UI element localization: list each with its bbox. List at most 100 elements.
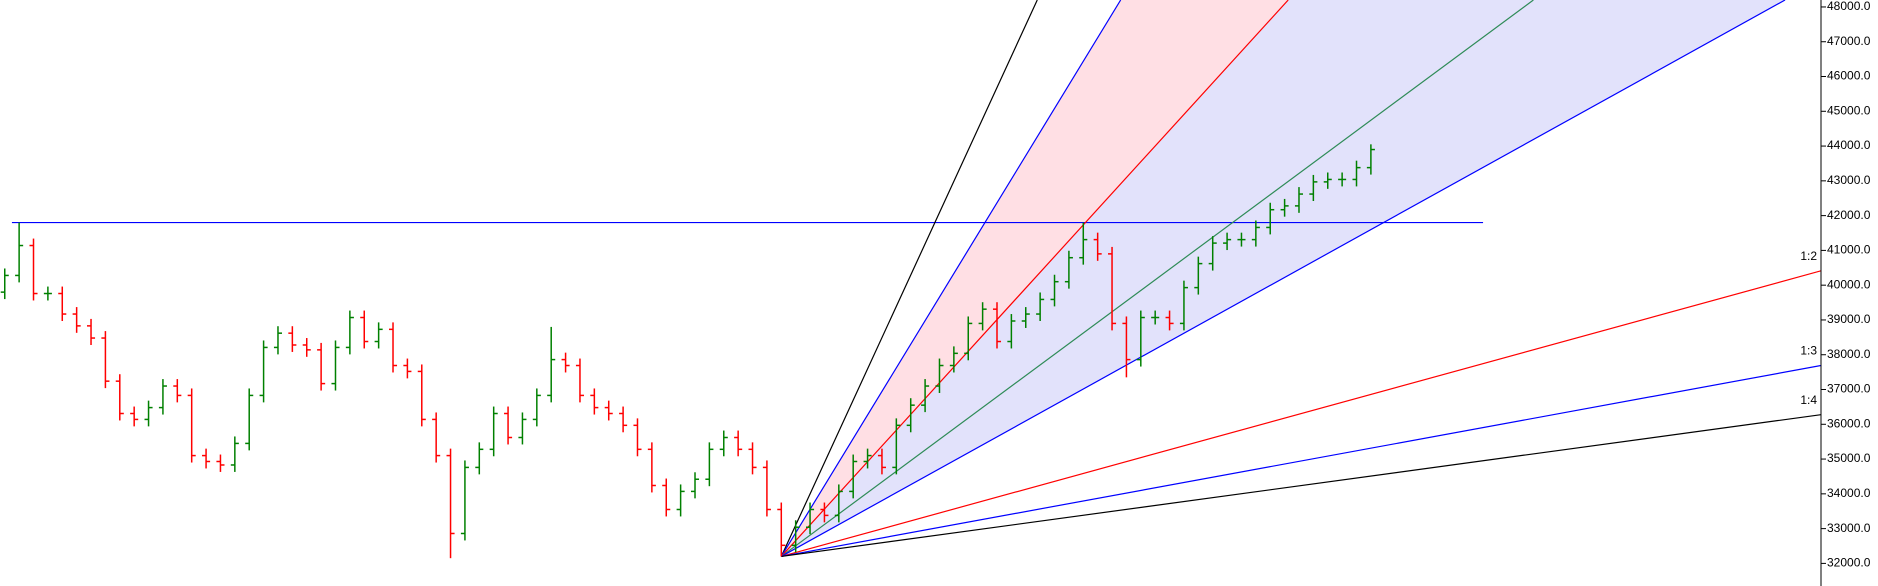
price-bar [273,326,283,355]
price-bar [446,448,455,559]
price-bar [331,340,340,391]
price-bar [777,502,786,557]
price-bar [518,412,527,445]
price-bar [590,388,599,415]
price-bar [806,502,815,535]
price-bar [877,448,886,475]
y-tick-label: 46000.0 [1827,69,1871,83]
price-bar [288,326,297,352]
price-bar [863,448,872,469]
price-bar [1021,307,1030,328]
price-bar [144,400,153,427]
y-tick-label: 37000.0 [1827,382,1871,396]
price-bar [604,400,613,421]
price-bar [216,454,225,472]
price-bar [690,472,700,499]
price-bar [992,302,1002,349]
fan-label: 1:4 [1800,393,1817,407]
price-bar [820,502,829,523]
y-tick-label: 39000.0 [1827,312,1871,326]
price-bar [906,398,915,433]
price-bar [561,352,570,373]
price-bar [1050,274,1059,307]
price-bar [1036,292,1045,321]
price-bar [633,418,642,457]
y-tick-label: 40000.0 [1827,277,1871,291]
price-bar [849,454,858,499]
price-bar [43,286,52,301]
fan-line [781,364,1821,558]
price-bar [949,346,958,373]
fan-line [780,0,1038,557]
price-bar [302,338,311,357]
price-bar [29,238,38,301]
price-bar [259,340,268,403]
price-bar [935,358,944,393]
y-tick-label: 45000.0 [1827,103,1871,117]
price-bar [115,374,124,421]
price-bar [921,379,930,413]
price-bar [834,484,843,523]
y-tick-label: 36000.0 [1827,416,1871,430]
price-bar [547,326,556,403]
price-bar [705,442,714,487]
price-bar [748,442,757,475]
price-bar [978,302,987,331]
y-tick-label: 48000.0 [1827,0,1871,13]
price-bar [245,388,254,451]
price-bar [1251,220,1260,247]
price-bar [87,318,96,345]
price-bar [619,406,628,433]
y-axis: 32000.0 33000.0 34000.0 35000.0 36000.0 37000… [1820,0,1871,586]
price-bar [1280,198,1289,217]
price-bar [417,364,426,427]
price-bar [187,388,196,463]
price-bar [762,460,771,517]
price-bar [892,418,901,475]
price-bar [1108,246,1117,331]
price-bar [647,442,656,493]
price-bar [1266,202,1275,235]
price-bar [432,412,441,463]
y-tick-label: 33000.0 [1827,521,1871,535]
price-bar [1194,256,1203,295]
y-tick-label: 41000.0 [1827,243,1871,257]
price-bar [58,286,67,321]
price-bar [532,388,541,427]
price-bar [1064,250,1073,289]
price-bar [504,406,513,445]
price-bar [345,310,354,355]
price-bar [575,358,584,403]
price-bar [734,430,743,457]
price-bar [1323,172,1332,189]
price-bar [1338,172,1347,187]
price-bar [1309,174,1318,202]
price-bar [101,331,110,389]
fan-line [780,0,1289,557]
price-bar [1122,316,1131,378]
y-tick-label: 32000.0 [1827,556,1871,570]
fan-line [781,270,1821,558]
price-bar [475,442,484,475]
price-bar [374,322,383,349]
price-bar [15,222,24,283]
y-tick-label: 35000.0 [1827,451,1871,465]
price-bar [403,358,412,379]
price-bar [1237,232,1246,247]
fan-label: 1:3 [1800,344,1817,358]
price-bar [1208,236,1217,271]
y-tick-label: 43000.0 [1827,173,1871,187]
y-tick-label: 44000.0 [1827,138,1871,152]
price-bar [1294,187,1304,213]
price-bar [158,379,167,415]
price-bar [173,379,182,403]
price-bar [130,406,139,427]
fan-label: 1:2 [1800,249,1817,263]
price-bar [1007,314,1016,349]
price-bar [1165,310,1174,331]
fan-line [780,0,1534,557]
price-bar [662,478,671,517]
y-tick-label: 38000.0 [1827,347,1871,361]
fan-line [781,0,1786,557]
